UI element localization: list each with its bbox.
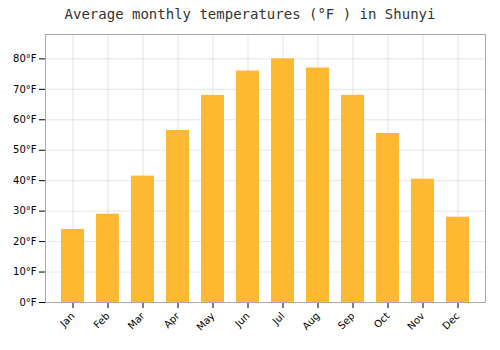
svg-text:30°F: 30°F [13,205,37,216]
svg-text:Jan: Jan [57,310,76,329]
html-text:Average monthly temperatures (: Average monthly temperatures (°F ) in Sh… [64,6,436,22]
svg-text:10°F: 10°F [13,266,37,277]
svg-text:Dec: Dec [440,310,461,331]
svg-text:Mar: Mar [126,310,148,332]
svg-text:40°F: 40°F [13,175,37,186]
svg-text:0°F: 0°F [19,297,36,308]
svg-text:Nov: Nov [405,310,427,332]
svg-text:Aug: Aug [300,310,322,332]
svg-text:20°F: 20°F [13,236,37,247]
svg-text:60°F: 60°F [13,114,37,125]
svg-text:80°F: 80°F [13,53,37,64]
svg-text:50°F: 50°F [13,144,37,155]
svg-text:May: May [194,310,216,332]
svg-text:Apr: Apr [162,310,183,331]
svg-text:Jul: Jul [270,310,287,327]
svg-text:Feb: Feb [91,310,111,330]
svg-text:Oct: Oct [372,310,392,330]
svg-text:70°F: 70°F [13,84,37,95]
svg-text:Sep: Sep [336,310,357,331]
svg-text:Jun: Jun [232,310,252,330]
